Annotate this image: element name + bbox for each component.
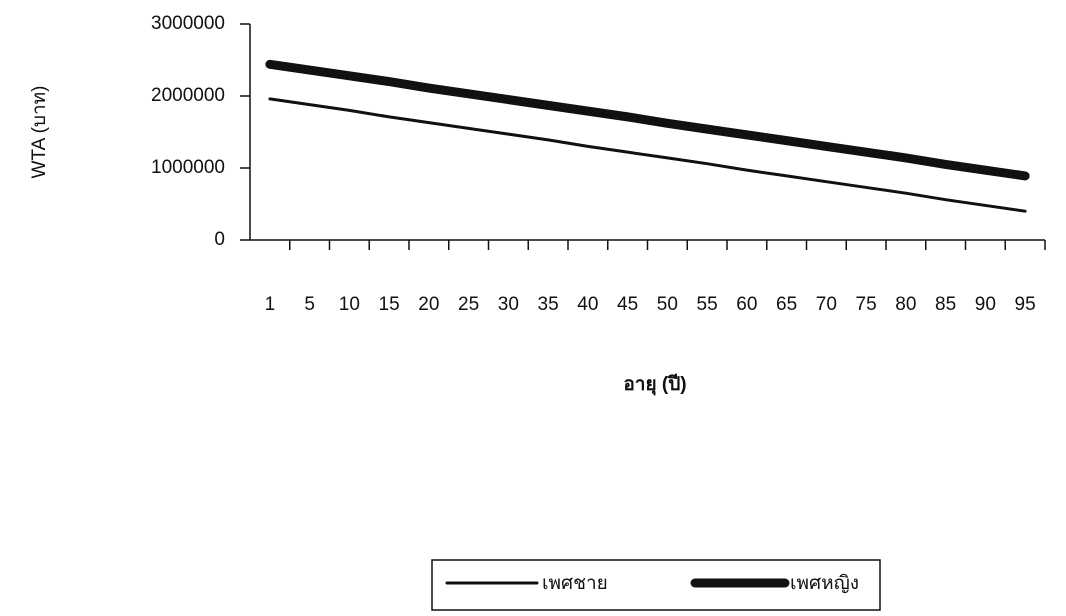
x-tick-label: 55 xyxy=(697,294,718,315)
x-tick-label: 60 xyxy=(736,294,757,315)
x-tick-label: 5 xyxy=(304,294,315,315)
series-line xyxy=(265,59,1030,181)
legend-box xyxy=(431,559,881,611)
x-tick-label: 35 xyxy=(538,294,559,315)
x-tick-label: 40 xyxy=(577,294,598,315)
series-line xyxy=(268,97,1027,213)
x-tick-label: 1 xyxy=(265,294,276,315)
x-tick-label: 95 xyxy=(1015,294,1036,315)
legend-label: เพศชาย xyxy=(542,573,608,594)
x-tick-label: 80 xyxy=(895,294,916,315)
y-axis-label: WTA (บาท) xyxy=(29,86,50,179)
x-tick-label: 20 xyxy=(418,294,439,315)
x-tick-label: 65 xyxy=(776,294,797,315)
x-tick-label: 30 xyxy=(498,294,519,315)
x-tick-label: 85 xyxy=(935,294,956,315)
y-tick-label: 3000000 xyxy=(151,13,225,34)
x-tick-label: 10 xyxy=(339,294,360,315)
x-tick-label: 70 xyxy=(816,294,837,315)
y-tick-label: 1000000 xyxy=(151,157,225,178)
x-tick-label: 50 xyxy=(657,294,678,315)
x-tick-label: 15 xyxy=(379,294,400,315)
x-tick-label: 75 xyxy=(856,294,877,315)
y-tick-label: 0 xyxy=(214,229,225,250)
x-tick-label: 45 xyxy=(617,294,638,315)
legend-label: เพศหญิง xyxy=(790,573,859,594)
x-tick-label: 90 xyxy=(975,294,996,315)
y-tick-label: 2000000 xyxy=(151,85,225,106)
x-tick-label: 25 xyxy=(458,294,479,315)
x-axis-label: อายุ (ปี) xyxy=(623,373,686,396)
